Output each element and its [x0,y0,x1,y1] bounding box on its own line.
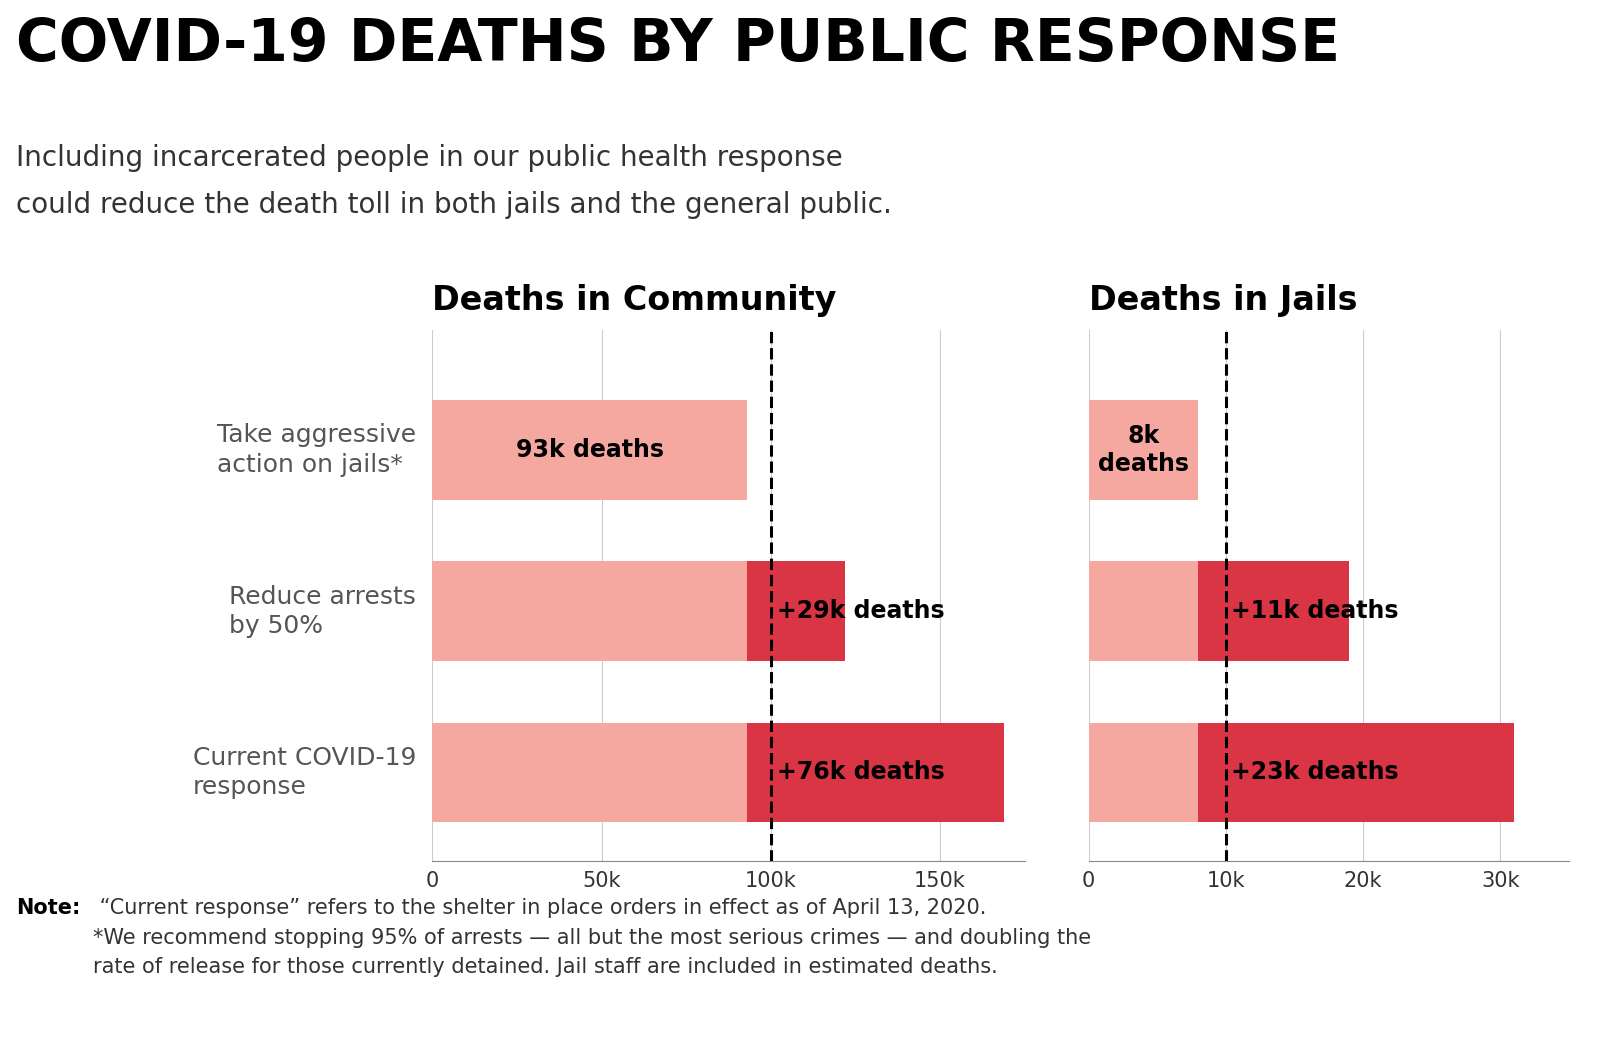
Bar [748,561,845,661]
Text: +29k deaths: +29k deaths [776,600,945,623]
Text: +23k deaths: +23k deaths [1231,760,1398,784]
Bar [432,561,748,661]
Text: +76k deaths: +76k deaths [776,760,945,784]
Bar [432,401,748,501]
Text: 8k
deaths: 8k deaths [1098,424,1190,476]
Bar [1089,561,1199,661]
Text: Deaths in Community: Deaths in Community [432,284,837,317]
Bar [1199,561,1350,661]
Text: Note:: Note: [16,898,80,918]
Bar [748,723,1004,823]
Text: +11k deaths: +11k deaths [1231,600,1398,623]
Bar [1089,401,1199,501]
Text: Deaths in Jails: Deaths in Jails [1089,284,1358,317]
Text: Current COVID-19
response: Current COVID-19 response [192,745,416,799]
Bar [1089,723,1199,823]
Bar [432,723,748,823]
Text: Including incarcerated people in our public health response: Including incarcerated people in our pub… [16,144,842,171]
Text: Reduce arrests
by 50%: Reduce arrests by 50% [229,585,416,638]
Bar [1199,723,1515,823]
Text: COVID-19 DEATHS BY PUBLIC RESPONSE: COVID-19 DEATHS BY PUBLIC RESPONSE [16,16,1340,73]
Text: Take aggressive
action on jails*: Take aggressive action on jails* [218,423,416,477]
Text: 93k deaths: 93k deaths [516,438,664,462]
Text: could reduce the death toll in both jails and the general public.: could reduce the death toll in both jail… [16,191,892,219]
Text: “Current response” refers to the shelter in place orders in effect as of April 1: “Current response” refers to the shelter… [93,898,1090,978]
